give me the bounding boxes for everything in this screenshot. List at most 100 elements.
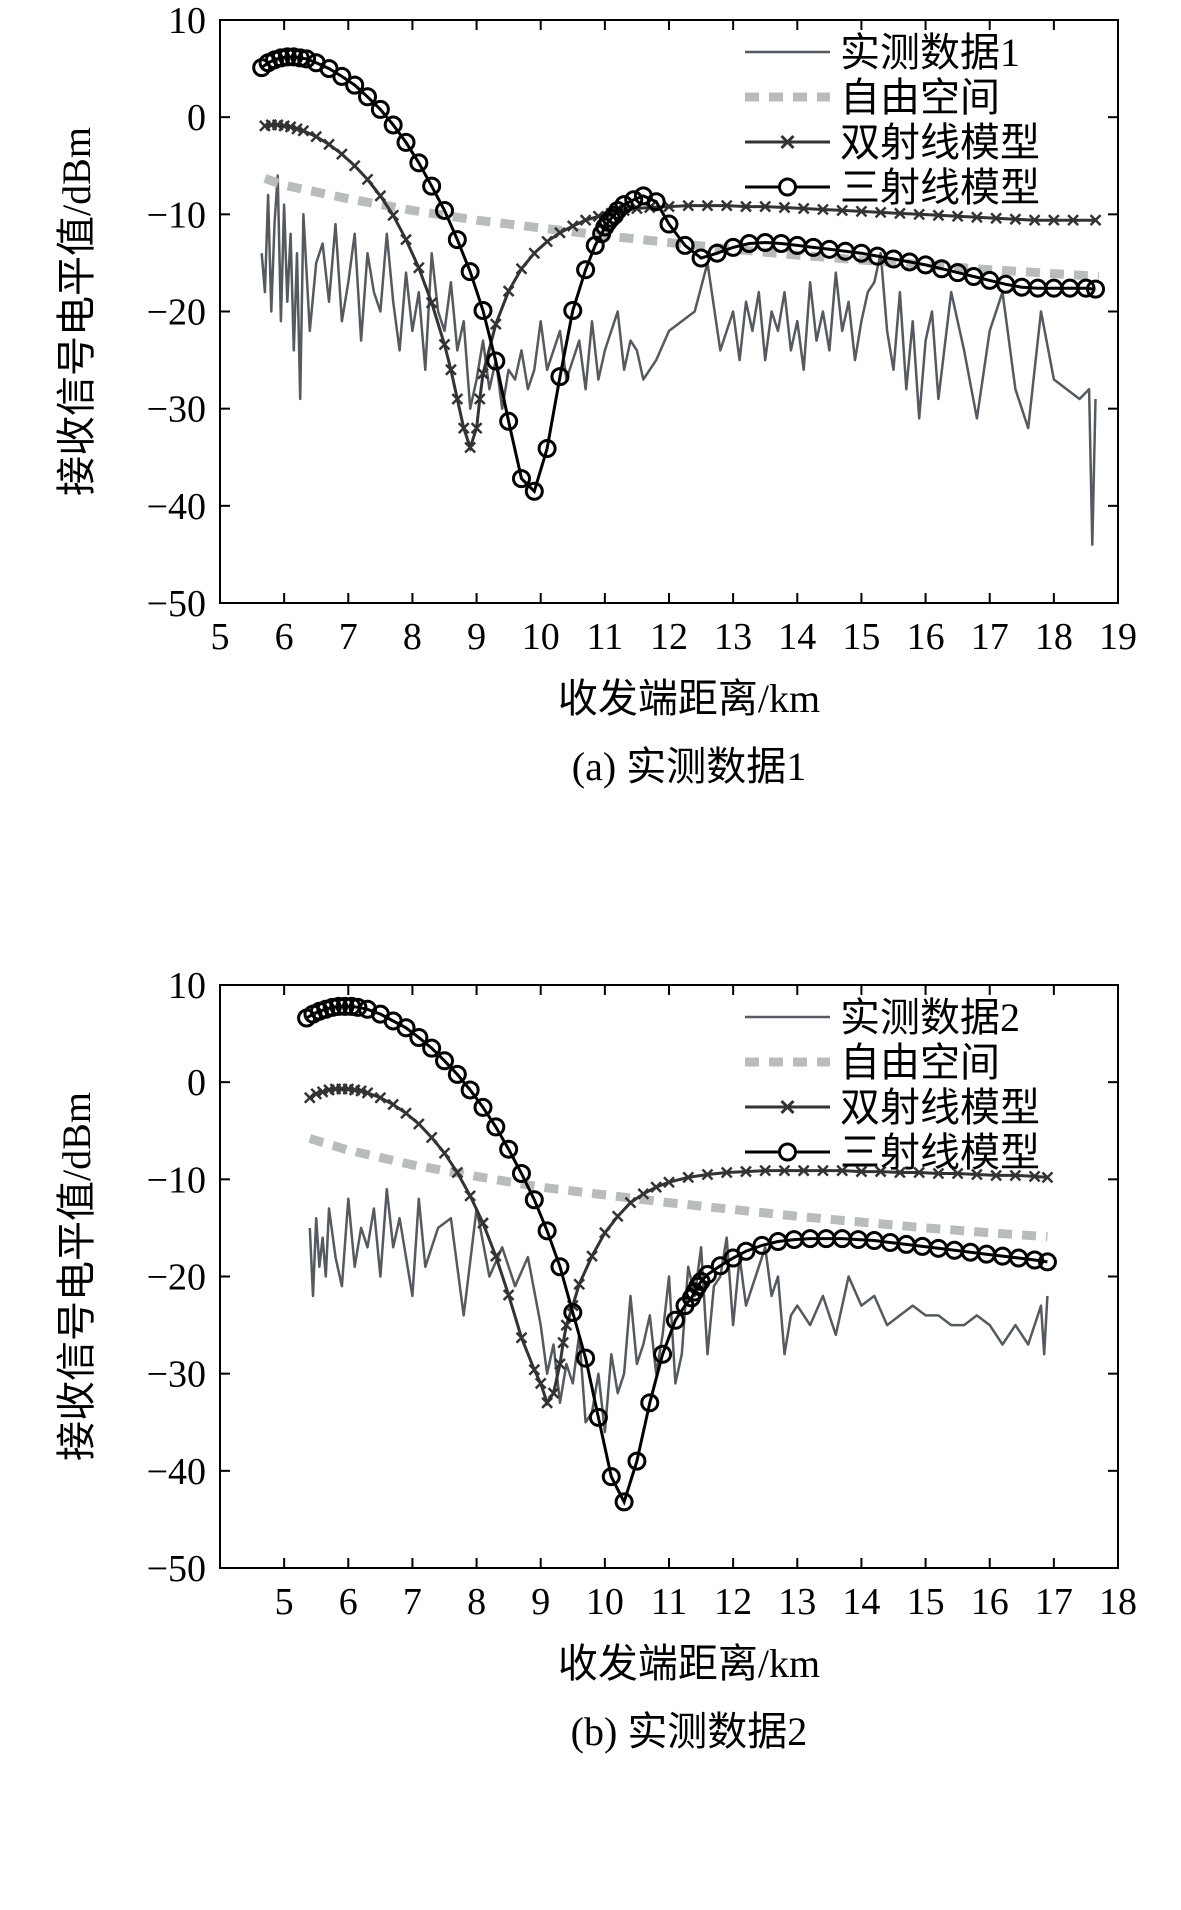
series-point-threeray bbox=[284, 47, 304, 67]
series-point-tworay bbox=[855, 1165, 868, 1178]
series-point-threeray bbox=[627, 1451, 647, 1471]
series-point-tworay bbox=[932, 209, 945, 222]
series-point-threeray bbox=[659, 214, 679, 234]
series-point-tworay bbox=[515, 1331, 528, 1344]
series-point-tworay bbox=[874, 206, 887, 219]
series-point-tworay bbox=[464, 1189, 477, 1202]
y-tick-label: −40 bbox=[147, 1451, 206, 1493]
series-point-tworay bbox=[323, 138, 335, 151]
series-point-tworay bbox=[682, 199, 695, 212]
series-point-tworay bbox=[489, 1250, 502, 1262]
legend-label: 双射线模型 bbox=[840, 1085, 1040, 1130]
series-point-threeray bbox=[322, 997, 342, 1017]
series-point-tworay bbox=[445, 363, 457, 376]
series-point-threeray bbox=[329, 996, 349, 1016]
series-point-tworay bbox=[387, 209, 400, 222]
series-point-threeray bbox=[435, 1051, 454, 1071]
plot-area bbox=[252, 47, 1106, 546]
series-point-tworay bbox=[1028, 1170, 1041, 1183]
x-tick-label: 9 bbox=[531, 1581, 550, 1623]
chart-panel-b: 5 6 7 8 9 10 11 12 13 14 15 16 17 18 10 0 −10 −20 −30 −40 −5… bbox=[0, 965, 1181, 1910]
x-tick-label: 8 bbox=[467, 1581, 486, 1623]
series-point-tworay bbox=[971, 211, 983, 224]
legend-item-threeray: 三射线模型 bbox=[745, 1130, 1040, 1175]
series-point-threeray bbox=[524, 481, 544, 501]
legend-item-tworay: 双射线模型 bbox=[745, 1085, 1040, 1130]
series-point-threeray bbox=[499, 1139, 519, 1159]
series-point-tworay bbox=[566, 220, 579, 232]
series-point-threeray bbox=[665, 1310, 685, 1330]
series-point-tworay bbox=[759, 1164, 772, 1177]
series-point-threeray bbox=[588, 1407, 608, 1427]
series-point-tworay bbox=[502, 285, 515, 297]
x-tick-label: 14 bbox=[842, 1581, 880, 1623]
y-tick-label: −20 bbox=[147, 1257, 206, 1299]
series-point-threeray bbox=[640, 1393, 660, 1413]
series-point-tworay bbox=[624, 1196, 637, 1209]
series-point-tworay bbox=[387, 1098, 400, 1111]
x-tick-label: 18 bbox=[1035, 616, 1073, 658]
series-point-tworay bbox=[560, 1319, 573, 1331]
legend-o-marker bbox=[778, 177, 797, 197]
legend-item-freespace: 自由空间 bbox=[745, 75, 1000, 120]
series-point-tworay bbox=[1089, 214, 1102, 227]
series-point-tworay bbox=[650, 1181, 663, 1193]
x-tick-label: 15 bbox=[907, 1581, 945, 1623]
series-point-tworay bbox=[573, 1278, 586, 1291]
x-tick-label: 14 bbox=[778, 616, 816, 658]
series-point-threeray bbox=[624, 190, 644, 210]
series-point-tworay bbox=[303, 1091, 316, 1104]
x-tick-label: 16 bbox=[907, 616, 945, 658]
x-axis-label: 收发端距离/km bbox=[558, 1641, 820, 1686]
x-tick-label: 7 bbox=[339, 616, 358, 658]
series-point-tworay bbox=[528, 247, 541, 260]
series-point-tworay bbox=[740, 200, 752, 213]
y-tick-label: −10 bbox=[147, 1159, 206, 1201]
y-tick-label: −10 bbox=[147, 194, 206, 236]
x-tick-label: 13 bbox=[778, 1581, 816, 1623]
legend-item-freespace: 自由空间 bbox=[745, 1040, 1000, 1085]
series-point-tworay bbox=[990, 1169, 1003, 1182]
y-tick-label: 0 bbox=[187, 97, 206, 139]
x-tick-label: 7 bbox=[403, 1581, 422, 1623]
series-point-threeray bbox=[460, 262, 480, 282]
series-point-tworay bbox=[797, 202, 810, 215]
series-point-tworay bbox=[310, 130, 323, 143]
series-point-tworay bbox=[663, 200, 675, 213]
series-point-tworay bbox=[855, 205, 868, 218]
series-point-tworay bbox=[425, 1131, 438, 1144]
series-point-tworay bbox=[400, 1107, 412, 1120]
x-tick-label: 11 bbox=[587, 616, 624, 658]
series-point-tworay bbox=[663, 1176, 675, 1189]
y-tick-label: 0 bbox=[187, 1062, 206, 1104]
series-point-threeray bbox=[697, 1265, 717, 1285]
series-point-tworay bbox=[637, 1188, 650, 1200]
x-tick-label: 8 bbox=[403, 616, 422, 658]
y-tick-label: 10 bbox=[168, 965, 206, 1007]
series-point-tworay bbox=[335, 148, 348, 160]
series-point-tworay bbox=[1047, 214, 1060, 227]
series-point-threeray bbox=[409, 1027, 429, 1047]
y-axis-label: 接收信号电平值/dBm bbox=[54, 127, 99, 496]
series-point-tworay bbox=[913, 208, 926, 221]
series-point-threeray bbox=[524, 1190, 544, 1210]
x-tick-label: 19 bbox=[1099, 616, 1137, 658]
series-point-tworay bbox=[451, 393, 464, 405]
series-point-threeray bbox=[396, 1018, 416, 1038]
series-line-freespace bbox=[263, 174, 1100, 281]
series-point-threeray bbox=[396, 132, 416, 152]
series-point-threeray bbox=[499, 411, 519, 431]
series-point-threeray bbox=[614, 1492, 634, 1512]
legend-o-marker bbox=[778, 1142, 797, 1162]
series-point-tworay bbox=[457, 422, 470, 434]
series-point-tworay bbox=[1009, 1169, 1022, 1182]
series-point-threeray bbox=[1025, 1250, 1045, 1270]
series-point-tworay bbox=[701, 199, 714, 212]
series-line-tworay bbox=[309, 1087, 1048, 1407]
x-tick-label: 11 bbox=[651, 1581, 688, 1623]
legend-label: 三射线模型 bbox=[840, 165, 1040, 210]
y-tick-label: −50 bbox=[147, 1548, 206, 1590]
series-point-threeray bbox=[563, 301, 583, 321]
series-point-tworay bbox=[425, 296, 438, 309]
